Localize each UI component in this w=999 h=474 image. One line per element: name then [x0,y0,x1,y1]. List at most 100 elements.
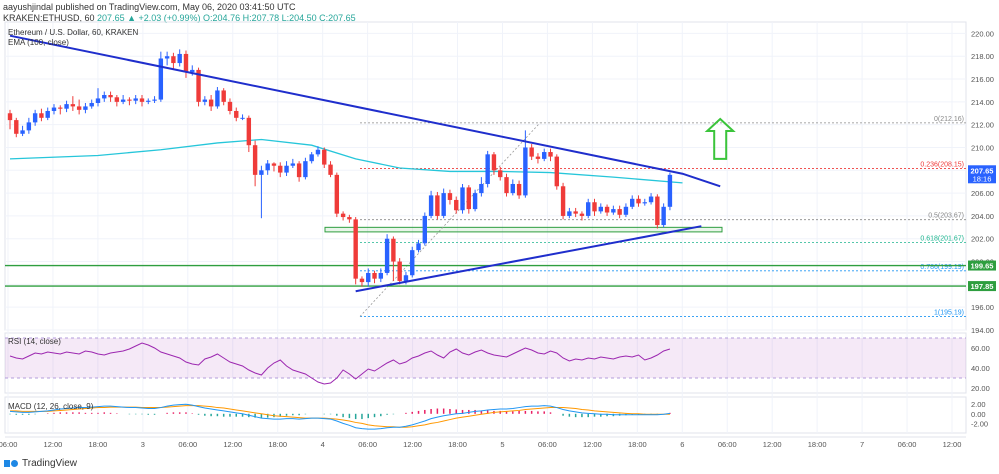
time-tick-label: 12:00 [403,440,422,449]
ema-100-line [9,138,683,184]
last-price-label: 207.65 [971,166,994,175]
candle-body-up [510,183,515,194]
candle-body-down [171,56,176,64]
candle-body-down [516,183,522,196]
time-tick-label: 06:00 [178,440,197,449]
rsi-band [5,338,966,378]
candle-body-up [259,170,264,175]
candle-body-up [428,195,434,216]
candle-body-down [114,97,120,102]
candle-body-up [378,272,384,279]
price-tick-label: 194.00 [971,326,994,335]
macd-tick-label: 0.00 [971,410,986,419]
candle-body-down [498,170,503,178]
candle-body-up [265,163,270,171]
brand-label: TradingView [22,458,78,469]
chart-title: Ethereum / U.S. Dollar, 60, KRAKEN [8,28,139,37]
time-tick-label: 3 [141,440,145,449]
candle-body-up [215,90,220,107]
rsi-tick-label: 40.00 [971,364,990,373]
candle-body-down [636,198,641,204]
rsi-tick-label: 20.00 [971,384,990,393]
candle-body-up [623,206,629,215]
last-price-badge [968,165,996,184]
candle-body-up [83,106,88,110]
support-price-badge [968,281,996,292]
candle-body-down [372,272,377,279]
candle-body-down [127,99,132,101]
candle-body-down [604,206,610,213]
time-tick-label: 18:00 [808,440,827,449]
candle-body-down [39,113,44,118]
rsi-pane-frame [4,332,967,394]
support-zone-box [324,226,723,233]
price-tick-label: 204.00 [971,212,994,221]
candle-body-up [158,58,164,100]
candle-body-down [246,117,252,146]
candle-body-down [76,106,82,110]
candle-body-up [642,202,647,204]
candle-body-down [252,145,258,175]
ticker: KRAKEN:ETHUSD, 60 [3,13,95,23]
candle-body-up [202,99,208,102]
publisher-line: aayushjindal published on TradingView.co… [3,2,296,12]
candle-body-up [102,95,107,99]
candle-body-up [416,243,421,251]
footer[interactable]: TradingView [4,458,77,469]
macd-line [9,403,671,430]
time-tick-label: 18:00 [89,440,108,449]
time-tick-label: 12:00 [583,440,602,449]
candle-body-up [45,110,50,118]
candle-body-up [95,98,101,103]
fib-level-label: 0.236(208.15) [920,162,964,169]
candle-body-down [278,165,283,173]
candle-body-up [152,99,157,101]
candle-body-up [485,154,490,184]
descending-trend-line [9,34,721,188]
rsi-tick-label: 60.00 [971,344,990,353]
time-tick-label: 6 [680,440,684,449]
candle-body-down [227,101,233,111]
candle-body-down [491,154,497,171]
candle-body-up [309,154,314,162]
candle-body-up [26,122,32,131]
candle-body-down [7,113,13,121]
time-tick-label: 06:00 [898,440,917,449]
time-tick-label: 7 [860,440,864,449]
fib-level-label: 0(212.16) [934,116,964,123]
candle-body-up [366,272,371,283]
time-tick-label: 5 [500,440,504,449]
support-price-label: 199.65 [971,262,994,271]
candle-body-up [403,275,409,281]
time-tick-label: 12:00 [44,440,63,449]
candle-body-up [479,183,484,194]
candle-body-up [284,165,289,173]
time-tick-label: 12:00 [223,440,242,449]
candle-body-down [359,278,365,283]
time-tick-label: 06:00 [718,440,737,449]
price-tick-label: 218.00 [971,52,994,61]
ascending-trend-line [355,225,702,293]
price-tick-label: 216.00 [971,75,994,84]
candle-body-down [347,217,352,220]
candle-body-down [322,149,327,165]
candle-body-down [296,163,302,178]
time-tick-label: 18:00 [448,440,467,449]
candle-body-up [146,100,151,102]
candle-body-down [435,195,440,216]
candle-body-down [221,90,226,102]
candle-body-down [234,110,239,118]
support-price-badge [968,260,996,271]
candle-body-up [20,130,25,134]
candle-body-up [630,198,635,207]
rsi-line [9,342,671,385]
candle-body-down [447,193,453,200]
candle-body-up [472,193,478,210]
candle-body-up [32,113,38,123]
candle-body-up [120,99,126,102]
macd-pane-frame [4,396,967,434]
candle-body-down [554,156,559,187]
time-tick-label: 06:00 [0,440,17,449]
candle-body-up [648,196,654,203]
